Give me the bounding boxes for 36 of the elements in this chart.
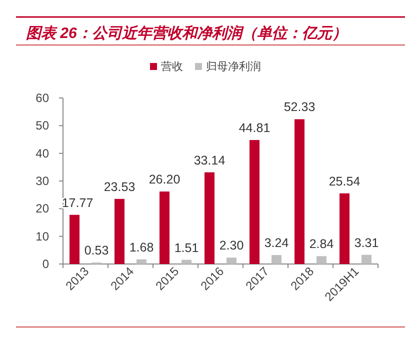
bar <box>226 258 236 264</box>
bar <box>204 172 214 264</box>
y-tick-label: 50 <box>36 118 50 133</box>
data-label: 3.31 <box>354 236 379 250</box>
y-tick-label: 60 <box>36 91 50 105</box>
bar <box>136 259 146 264</box>
y-tick-label: 30 <box>36 174 50 188</box>
data-label: 33.14 <box>194 153 226 168</box>
data-label: 52.33 <box>284 100 316 114</box>
y-tick-label: 20 <box>36 202 50 216</box>
chart-title: 图表 26：公司近年营收和净利润（单位：亿元） <box>26 24 347 42</box>
data-label: 3.24 <box>264 236 289 250</box>
bar <box>316 256 326 264</box>
data-label: 44.81 <box>238 121 270 136</box>
data-label: 1.51 <box>174 240 199 255</box>
bar <box>272 255 282 264</box>
bar <box>70 214 80 264</box>
y-tick-label: 0 <box>42 257 50 271</box>
legend-label: 归母净利润 <box>206 60 261 73</box>
bar <box>294 119 304 264</box>
legend-label: 营收 <box>161 60 183 73</box>
bar <box>114 198 124 264</box>
data-label: 2.84 <box>309 237 334 252</box>
data-label: 25.54 <box>328 174 360 188</box>
bar <box>160 192 170 264</box>
y-tick-label: 10 <box>36 229 50 244</box>
y-tick-label: 40 <box>36 146 50 160</box>
bar <box>250 140 260 264</box>
data-label: 23.53 <box>104 180 136 194</box>
data-label: 2.30 <box>219 238 244 253</box>
data-label: 1.68 <box>129 240 154 254</box>
bar <box>182 260 192 264</box>
data-label: 0.53 <box>84 244 109 258</box>
data-label: 26.20 <box>148 172 180 187</box>
bar <box>340 193 350 264</box>
bar <box>362 254 372 264</box>
